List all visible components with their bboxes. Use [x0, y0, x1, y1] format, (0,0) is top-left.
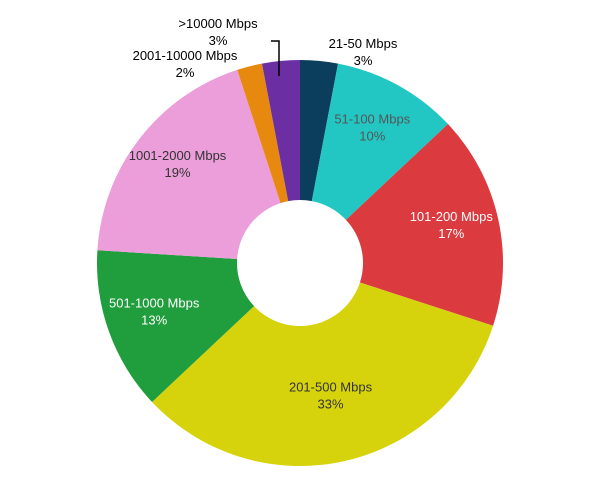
labels-group: 21-50 Mbps 3% 51-100 Mbps 10% 101-200 Mbps 17…	[109, 16, 493, 412]
label-category: 2001-10000 Mbps	[133, 48, 238, 63]
label-value: 17%	[438, 226, 464, 241]
slice-over-10000-mbps	[261, 60, 300, 202]
label-category: 201-500 Mbps	[289, 380, 373, 395]
label-value: 2%	[176, 65, 195, 80]
leader-lines-group	[271, 40, 280, 76]
label-1001-2000-mbps: 1001-2000 Mbps 19%	[129, 148, 227, 180]
slice-501-1000-mbps	[97, 250, 255, 402]
label-201-500-mbps: 201-500 Mbps 33%	[289, 380, 373, 412]
slices-group	[97, 60, 503, 466]
slice-101-200-mbps	[345, 124, 503, 326]
label-value: 3%	[209, 33, 228, 48]
slice-21-50-mbps	[300, 60, 339, 202]
slice-2001-10000-mbps	[237, 63, 289, 204]
label-51-100-mbps: 51-100 Mbps 10%	[334, 112, 410, 144]
slice-51-100-mbps	[311, 63, 448, 220]
label-value: 33%	[318, 397, 344, 412]
label-21-50-mbps: 21-50 Mbps 3%	[329, 36, 398, 68]
label-category: 51-100 Mbps	[334, 112, 410, 127]
label-value: 3%	[354, 53, 373, 68]
label-category: 101-200 Mbps	[410, 209, 494, 224]
label-2001-10000-mbps: 2001-10000 Mbps 2%	[133, 48, 238, 80]
slice-201-500-mbps	[152, 282, 494, 466]
slice-1001-2000-mbps	[97, 69, 281, 260]
label-category: 501-1000 Mbps	[109, 296, 200, 311]
label-value: 19%	[165, 165, 191, 180]
leader-line-over-10000-mbps	[271, 40, 280, 76]
label-over-10000-mbps: >10000 Mbps 3%	[178, 16, 258, 48]
label-value: 13%	[141, 313, 167, 328]
label-category: 1001-2000 Mbps	[129, 148, 227, 163]
label-101-200-mbps: 101-200 Mbps 17%	[410, 209, 494, 241]
label-value: 10%	[359, 129, 385, 144]
label-501-1000-mbps: 501-1000 Mbps 13%	[109, 296, 200, 328]
label-category: >10000 Mbps	[178, 16, 258, 31]
label-category: 21-50 Mbps	[329, 36, 398, 51]
